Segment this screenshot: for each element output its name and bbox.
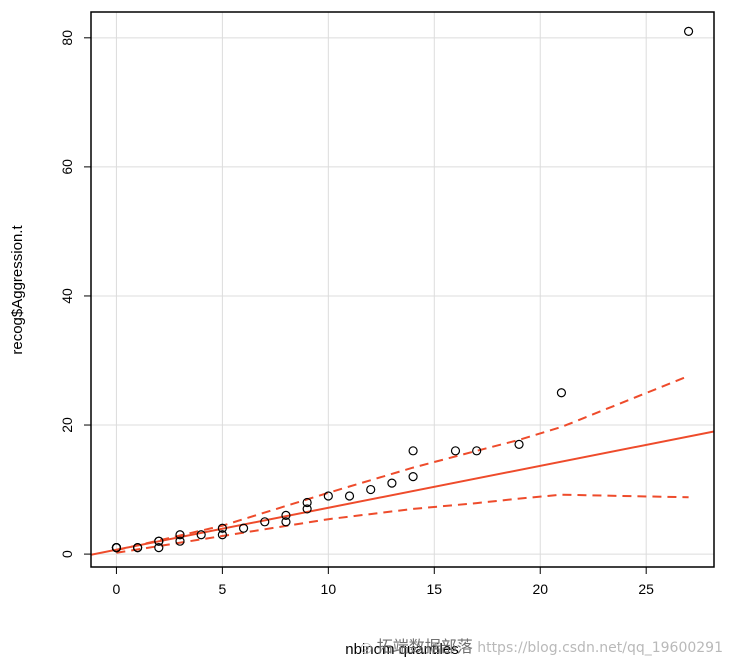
- x-tick-label: 15: [426, 581, 442, 597]
- x-tick-label: 5: [218, 581, 226, 597]
- x-tick-label: 10: [321, 581, 337, 597]
- data-point: [408, 472, 418, 482]
- data-points: [111, 26, 694, 553]
- data-point: [323, 491, 333, 501]
- data-point: [472, 446, 482, 456]
- watermark-brand: 拓端数据部落: [376, 637, 473, 656]
- data-point: [387, 478, 397, 488]
- x-tick-label: 20: [532, 581, 548, 597]
- data-point: [175, 530, 185, 540]
- data-point: [281, 517, 291, 527]
- plot-frame: [90, 11, 715, 568]
- x-axis-title: nbinom quantiles: [345, 641, 458, 658]
- data-point: [175, 536, 185, 546]
- y-axis-title: recog$Aggression.t: [9, 225, 26, 355]
- y-tick-label: 40: [59, 288, 75, 304]
- x-tick-label: 25: [638, 581, 654, 597]
- data-point: [238, 523, 249, 533]
- data-point: [154, 536, 164, 546]
- reference-lines: [91, 430, 714, 556]
- data-point: [514, 439, 524, 449]
- data-point: [196, 530, 206, 540]
- upper-confidence-band: [116, 375, 689, 552]
- data-point: [450, 446, 461, 456]
- y-tick-label: 0: [59, 550, 75, 558]
- data-point: [302, 497, 312, 508]
- y-tick-label: 60: [59, 159, 75, 175]
- y-axis: 0 20 40 60 80: [59, 30, 91, 558]
- x-tick-label: 0: [113, 581, 121, 597]
- watermark: ◎ 拓端数据部落 https://blog.csdn.net/qq_196002…: [360, 633, 723, 657]
- data-point: [217, 530, 227, 540]
- y-tick-label: 20: [59, 417, 75, 433]
- data-point: [683, 26, 694, 36]
- data-point: [133, 543, 143, 553]
- watermark-brand-icon: ◎: [360, 640, 373, 656]
- data-point: [217, 523, 227, 533]
- data-point: [344, 491, 355, 501]
- data-point: [302, 504, 312, 514]
- reference-line: [91, 430, 714, 556]
- lower-confidence-band: [116, 493, 689, 554]
- data-point: [260, 517, 270, 527]
- data-point: [154, 543, 164, 553]
- data-point: [281, 510, 291, 520]
- confidence-bands: [116, 375, 689, 554]
- data-point: [408, 446, 418, 456]
- data-point: [111, 543, 122, 553]
- data-point: [556, 388, 567, 398]
- grid-lines: [91, 12, 714, 567]
- x-axis: 0 5 10 15 20 25: [113, 567, 654, 597]
- data-point: [366, 484, 376, 495]
- y-tick-label: 80: [59, 30, 75, 46]
- watermark-url: https://blog.csdn.net/qq_19600291: [477, 640, 723, 656]
